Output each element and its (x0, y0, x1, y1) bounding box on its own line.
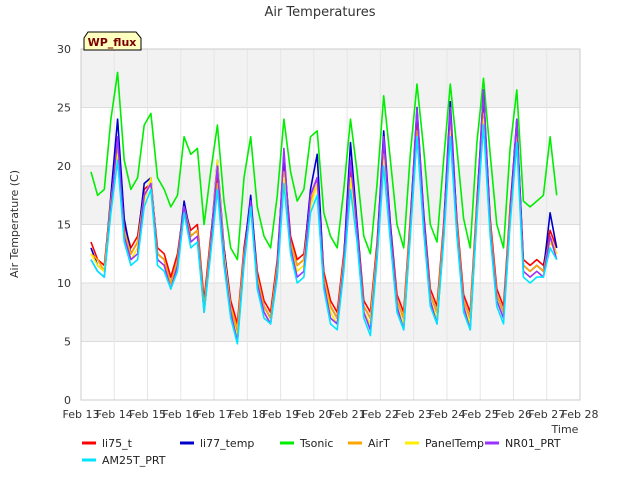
x-tick-label: Feb 13 (63, 408, 100, 421)
y-axis-label: Air Temperature (C) (8, 170, 21, 278)
x-tick-label: Feb 21 (329, 408, 366, 421)
x-tick-label: Feb 23 (395, 408, 432, 421)
x-tick-label: Feb 26 (495, 408, 532, 421)
x-tick-label: Feb 18 (229, 408, 266, 421)
x-tick-label: Feb 16 (162, 408, 199, 421)
legend-label-li77-temp: li77_temp (200, 437, 254, 450)
x-tick-label: Feb 20 (295, 408, 332, 421)
plot-band (81, 49, 580, 108)
x-tick-label: Feb 25 (462, 408, 499, 421)
y-tick-label: 5 (64, 336, 71, 349)
legend-label-li75-t: li75_t (102, 437, 133, 450)
series-line-am25t-prt (90, 124, 558, 345)
legend: li75_t li77_temp Tsonic AirT PanelTemp NR01_P… (82, 437, 561, 467)
legend-label-tsonic: Tsonic (299, 437, 333, 450)
x-tick-label: Feb 19 (262, 408, 299, 421)
plot-band (81, 107, 580, 166)
y-tick-labels: 0 5 10 15 20 25 30 (57, 43, 71, 407)
plot-band (81, 341, 580, 400)
x-axis-label: Time (551, 423, 579, 436)
plot-band (81, 166, 580, 225)
x-tick-label: Feb 24 (428, 408, 465, 421)
plot-frame (80, 48, 581, 401)
x-tick-label: Feb 28 (562, 408, 599, 421)
series-line-tsonic (90, 71, 558, 261)
legend-label-am25t-prt: AM25T_PRT (102, 454, 166, 467)
site-tag-label: WP_flux (88, 36, 137, 49)
site-tag: WP_flux (83, 31, 142, 51)
y-tick-label: 30 (57, 43, 71, 56)
y-tick-label: 25 (57, 102, 71, 115)
x-tick-label: Feb 27 (528, 408, 565, 421)
legend-label-nr01-prt: NR01_PRT (505, 437, 561, 450)
y-tick-label: 20 (57, 160, 71, 173)
x-tick-label: Feb 22 (362, 408, 399, 421)
y-tick-label: 0 (64, 394, 71, 407)
legend-label-paneltemp: PanelTemp (425, 437, 484, 450)
x-tick-label: Feb 14 (96, 408, 133, 421)
y-tick-label: 10 (57, 277, 71, 290)
legend-label-airt: AirT (368, 437, 390, 450)
x-tick-label: Feb 15 (129, 408, 166, 421)
site-tag-box (83, 31, 142, 51)
chart-title: Air Temperatures (264, 5, 375, 20)
x-tick-label: Feb 17 (196, 408, 233, 421)
y-tick-label: 15 (57, 219, 71, 232)
series-lines (90, 71, 558, 345)
